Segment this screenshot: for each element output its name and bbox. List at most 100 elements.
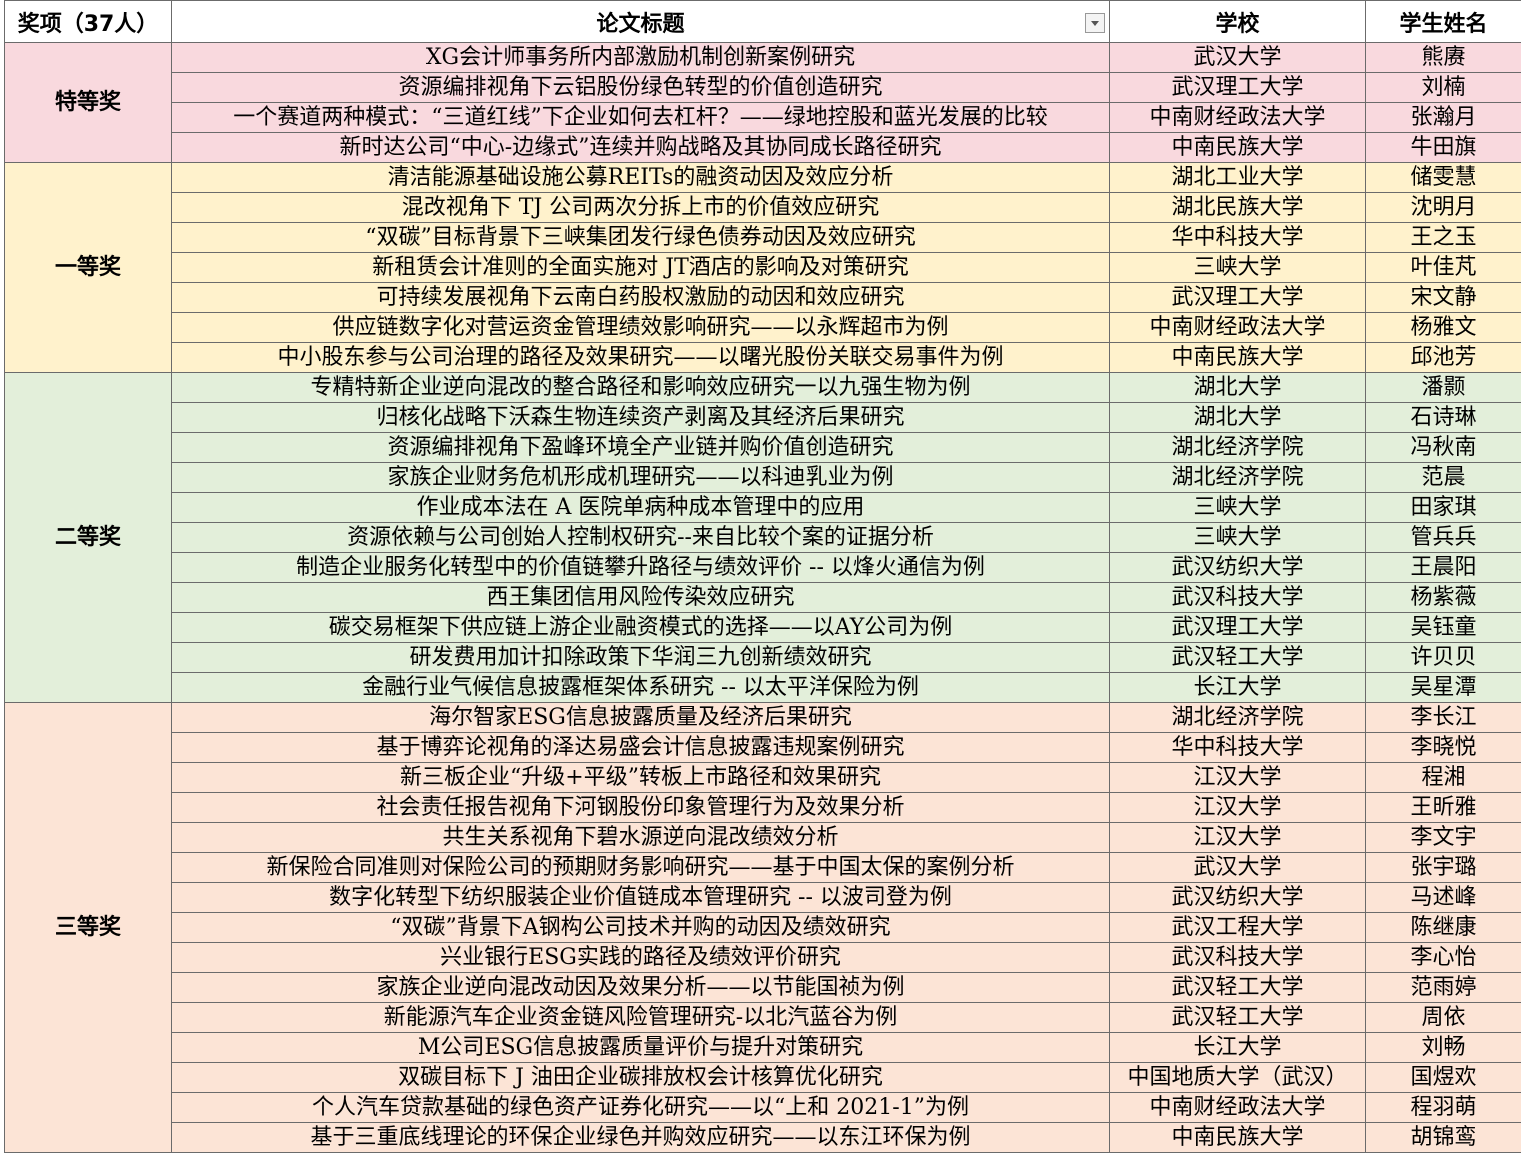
table-row: 基于博弈论视角的泽达易盛会计信息披露违规案例研究 华中科技大学 李晓悦 <box>4 732 1521 763</box>
student-cell: 程湘 <box>1365 762 1521 793</box>
student-cell: 石诗琳 <box>1365 402 1521 433</box>
award-table: 奖项（37人） 论文标题 学校 学生姓名 特等奖 XG会计师事务所内部激励机制创新… <box>4 0 1521 1153</box>
title-cell: 基于博弈论视角的泽达易盛会计信息披露违规案例研究 <box>171 732 1110 763</box>
header-cell: 奖项（37人） <box>4 0 172 43</box>
header-cell: 学校 <box>1109 0 1366 43</box>
table-row: 碳交易框架下供应链上游企业融资模式的选择——以AY公司为例 武汉理工大学 吴钰童 <box>4 612 1521 643</box>
table-row: 二等奖 专精特新企业逆向混改的整合路径和影响效应研究一以九强生物为例 湖北大学 潘颢 <box>4 372 1521 703</box>
school-cell: 湖北民族大学 <box>1109 192 1366 223</box>
school-cell: 武汉理工大学 <box>1109 612 1366 643</box>
student-cell: 程羽萌 <box>1365 1092 1521 1123</box>
school-cell: 武汉科技大学 <box>1109 582 1366 613</box>
title-cell: 金融行业气候信息披露框架体系研究 -- 以太平洋保险为例 <box>171 672 1110 703</box>
school-cell: 武汉轻工大学 <box>1109 642 1366 673</box>
school-cell: 湖北大学 <box>1109 372 1366 403</box>
award-cell: 三等奖 <box>4 702 172 1153</box>
school-cell: 武汉大学 <box>1109 852 1366 883</box>
student-cell: 吴星潭 <box>1365 672 1521 703</box>
title-cell: 新保险合同准则对保险公司的预期财务影响研究——基于中国太保的案例分析 <box>171 852 1110 883</box>
student-cell: 杨紫薇 <box>1365 582 1521 613</box>
student-cell: 冯秋南 <box>1365 432 1521 463</box>
award-cell: 二等奖 <box>4 372 172 703</box>
table-row: 一等奖 清洁能源基础设施公募REITs的融资动因及效应分析 湖北工业大学 储雯慧 <box>4 162 1521 373</box>
school-cell: 武汉纺织大学 <box>1109 552 1366 583</box>
table-row: 一个赛道两种模式：“三道红线”下企业如何去杠杆？——绿地控股和蓝光发展的比较 中南… <box>4 102 1521 133</box>
student-cell: 储雯慧 <box>1365 162 1521 193</box>
table-row: 新能源汽车企业资金链风险管理研究-以北汽蓝谷为例 武汉轻工大学 周依 <box>4 1002 1521 1033</box>
student-cell: 管兵兵 <box>1365 522 1521 553</box>
student-cell: 范雨婷 <box>1365 972 1521 1003</box>
student-cell: 张宇璐 <box>1365 852 1521 883</box>
table-row: 研发费用加计扣除政策下华润三九创新绩效研究 武汉轻工大学 许贝贝 <box>4 642 1521 673</box>
table-row: 新租赁会计准则的全面实施对 JT酒店的影响及对策研究 三峡大学 叶佳芃 <box>4 252 1521 283</box>
title-cell: 双碳目标下 J 油田企业碳排放权会计核算优化研究 <box>171 1062 1110 1093</box>
table-row: M公司ESG信息披露质量评价与提升对策研究 长江大学 刘畅 <box>4 1032 1521 1063</box>
table-row: 金融行业气候信息披露框架体系研究 -- 以太平洋保险为例 长江大学 吴星潭 <box>4 672 1521 703</box>
student-cell: 田家琪 <box>1365 492 1521 523</box>
table-body: 特等奖 XG会计师事务所内部激励机制创新案例研究 武汉大学 熊赓 资源编排视角下云铝股份… <box>4 42 1521 1153</box>
student-cell: 周依 <box>1365 1002 1521 1033</box>
school-cell: 三峡大学 <box>1109 492 1366 523</box>
student-cell: 王之玉 <box>1365 222 1521 253</box>
student-cell: 胡锦鸾 <box>1365 1122 1521 1153</box>
student-cell: 李心怡 <box>1365 942 1521 973</box>
header-row: 奖项（37人） 论文标题 学校 学生姓名 <box>4 0 1521 43</box>
title-cell: 新能源汽车企业资金链风险管理研究-以北汽蓝谷为例 <box>171 1002 1110 1033</box>
table-row: 社会责任报告视角下河钢股份印象管理行为及效果分析 江汉大学 王昕雅 <box>4 792 1521 823</box>
school-cell: 武汉工程大学 <box>1109 912 1366 943</box>
school-cell: 湖北经济学院 <box>1109 432 1366 463</box>
school-cell: 武汉科技大学 <box>1109 942 1366 973</box>
title-cell: M公司ESG信息披露质量评价与提升对策研究 <box>171 1032 1110 1063</box>
student-cell: 熊赓 <box>1365 42 1521 73</box>
table-row: 新时达公司“中心-边缘式”连续并购战略及其协同成长路径研究 中南民族大学 牛田旗 <box>4 132 1521 163</box>
school-cell: 中南财经政法大学 <box>1109 102 1366 133</box>
award-cell: 特等奖 <box>4 42 172 163</box>
title-cell: 基于三重底线理论的环保企业绿色并购效应研究——以东江环保为例 <box>171 1122 1110 1153</box>
student-cell: 张瀚月 <box>1365 102 1521 133</box>
title-cell: 共生关系视角下碧水源逆向混改绩效分析 <box>171 822 1110 853</box>
table-row: 家族企业财务危机形成机理研究——以科迪乳业为例 湖北经济学院 范晨 <box>4 462 1521 493</box>
title-cell: 供应链数字化对营运资金管理绩效影响研究——以永辉超市为例 <box>171 312 1110 343</box>
student-cell: 许贝贝 <box>1365 642 1521 673</box>
school-cell: 中国地质大学（武汉） <box>1109 1062 1366 1093</box>
student-cell: 范晨 <box>1365 462 1521 493</box>
school-cell: 湖北经济学院 <box>1109 702 1366 733</box>
student-cell: 王昕雅 <box>1365 792 1521 823</box>
table-row: 可持续发展视角下云南白药股权激励的动因和效应研究 武汉理工大学 宋文静 <box>4 282 1521 313</box>
title-cell: 新三板企业“升级+平级”转板上市路径和效果研究 <box>171 762 1110 793</box>
title-cell: 海尔智家ESG信息披露质量及经济后果研究 <box>171 702 1110 733</box>
title-cell: 西王集团信用风险传染效应研究 <box>171 582 1110 613</box>
school-cell: 武汉理工大学 <box>1109 282 1366 313</box>
table-row: 西王集团信用风险传染效应研究 武汉科技大学 杨紫薇 <box>4 582 1521 613</box>
filter-button[interactable] <box>1085 13 1105 33</box>
school-cell: 中南财经政法大学 <box>1109 1092 1366 1123</box>
school-cell: 武汉理工大学 <box>1109 72 1366 103</box>
school-cell: 江汉大学 <box>1109 792 1366 823</box>
title-cell: 制造企业服务化转型中的价值链攀升路径与绩效评价 -- 以烽火通信为例 <box>171 552 1110 583</box>
school-cell: 湖北经济学院 <box>1109 462 1366 493</box>
student-cell: 王晨阳 <box>1365 552 1521 583</box>
title-cell: 可持续发展视角下云南白药股权激励的动因和效应研究 <box>171 282 1110 313</box>
table-row: 中小股东参与公司治理的路径及效果研究——以曙光股份关联交易事件为例 中南民族大学邱… <box>4 342 1521 373</box>
title-cell: 新时达公司“中心-边缘式”连续并购战略及其协同成长路径研究 <box>171 132 1110 163</box>
school-cell: 湖北工业大学 <box>1109 162 1366 193</box>
table-row: “双碳”背景下A钢构公司技术并购的动因及绩效研究 武汉工程大学 陈继康 <box>4 912 1521 943</box>
table-row: 归核化战略下沃森生物连续资产剥离及其经济后果研究 湖北大学 石诗琳 <box>4 402 1521 433</box>
school-cell: 三峡大学 <box>1109 252 1366 283</box>
title-cell: 资源编排视角下云铝股份绿色转型的价值创造研究 <box>171 72 1110 103</box>
title-cell: 社会责任报告视角下河钢股份印象管理行为及效果分析 <box>171 792 1110 823</box>
table-row: “双碳”目标背景下三峡集团发行绿色债券动因及效应研究 华中科技大学 王之玉 <box>4 222 1521 253</box>
award-cell: 一等奖 <box>4 162 172 373</box>
title-cell: 研发费用加计扣除政策下华润三九创新绩效研究 <box>171 642 1110 673</box>
school-cell: 江汉大学 <box>1109 822 1366 853</box>
table-row: 兴业银行ESG实践的路径及绩效评价研究 武汉科技大学 李心怡 <box>4 942 1521 973</box>
student-cell: 刘畅 <box>1365 1032 1521 1063</box>
student-cell: 国煜欢 <box>1365 1062 1521 1093</box>
title-cell: “双碳”目标背景下三峡集团发行绿色债券动因及效应研究 <box>171 222 1110 253</box>
title-cell: 数字化转型下纺织服装企业价值链成本管理研究 -- 以波司登为例 <box>171 882 1110 913</box>
title-cell: XG会计师事务所内部激励机制创新案例研究 <box>171 42 1110 73</box>
table-row: 混改视角下 TJ 公司两次分拆上市的价值效应研究 湖北民族大学 沈明月 <box>4 192 1521 223</box>
school-cell: 武汉大学 <box>1109 42 1366 73</box>
school-cell: 江汉大学 <box>1109 762 1366 793</box>
student-cell: 李晓悦 <box>1365 732 1521 763</box>
